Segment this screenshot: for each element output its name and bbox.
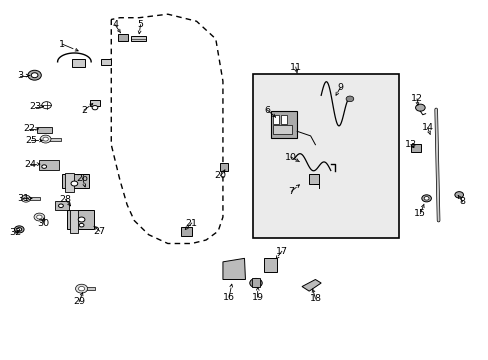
Bar xyxy=(263,258,277,273)
Text: 17: 17 xyxy=(275,247,287,256)
Text: 12: 12 xyxy=(410,94,422,103)
Text: 20: 20 xyxy=(214,171,226,180)
Bar xyxy=(67,210,93,229)
Text: 26: 26 xyxy=(76,174,88,183)
Text: 23: 23 xyxy=(29,102,41,111)
Bar xyxy=(40,159,59,170)
Polygon shape xyxy=(223,258,245,279)
Bar xyxy=(69,210,78,233)
Circle shape xyxy=(28,70,41,80)
Circle shape xyxy=(23,197,28,201)
Bar xyxy=(410,144,420,153)
Bar xyxy=(251,278,260,287)
Text: 32: 32 xyxy=(9,229,21,238)
Bar xyxy=(181,226,191,237)
Circle shape xyxy=(21,195,31,202)
Text: 28: 28 xyxy=(60,195,72,204)
Circle shape xyxy=(59,204,63,207)
Circle shape xyxy=(41,102,51,109)
Circle shape xyxy=(17,228,21,231)
Bar xyxy=(101,59,111,66)
Text: 25: 25 xyxy=(25,136,37,145)
Circle shape xyxy=(37,215,42,219)
Text: 18: 18 xyxy=(309,294,321,303)
Text: 1: 1 xyxy=(59,40,65,49)
Bar xyxy=(117,34,128,41)
Text: 7: 7 xyxy=(288,187,294,196)
Circle shape xyxy=(40,135,51,143)
Circle shape xyxy=(424,197,428,200)
Bar xyxy=(64,173,74,192)
Circle shape xyxy=(43,137,48,141)
Text: 29: 29 xyxy=(73,297,85,306)
Bar xyxy=(308,174,318,184)
Bar xyxy=(280,115,286,123)
Circle shape xyxy=(15,226,24,233)
Circle shape xyxy=(421,195,430,202)
Circle shape xyxy=(41,165,46,168)
Bar xyxy=(253,74,399,238)
Bar xyxy=(273,115,279,123)
Text: 15: 15 xyxy=(413,209,426,218)
Text: 5: 5 xyxy=(137,20,143,29)
Text: 22: 22 xyxy=(23,124,35,133)
Text: 6: 6 xyxy=(264,105,270,114)
Circle shape xyxy=(34,213,45,221)
Circle shape xyxy=(79,224,84,227)
Bar xyxy=(83,287,95,290)
Circle shape xyxy=(454,192,463,198)
Bar xyxy=(38,127,52,134)
Text: 13: 13 xyxy=(404,140,416,149)
Text: 24: 24 xyxy=(24,159,36,168)
Circle shape xyxy=(346,96,353,102)
Circle shape xyxy=(31,73,38,78)
Text: 9: 9 xyxy=(337,83,343,92)
Text: 19: 19 xyxy=(251,293,263,302)
Text: 30: 30 xyxy=(37,219,49,228)
Bar xyxy=(131,36,145,41)
Text: 2: 2 xyxy=(81,105,87,114)
Text: 21: 21 xyxy=(185,219,197,228)
Circle shape xyxy=(415,104,424,111)
Polygon shape xyxy=(302,279,321,291)
Text: 3: 3 xyxy=(17,71,23,80)
Bar xyxy=(89,100,100,106)
Text: 31: 31 xyxy=(17,194,29,203)
Circle shape xyxy=(92,105,98,110)
Bar xyxy=(273,125,292,134)
Bar xyxy=(219,163,228,171)
Text: 14: 14 xyxy=(421,123,433,132)
Circle shape xyxy=(78,217,85,222)
Text: 10: 10 xyxy=(285,153,296,162)
Circle shape xyxy=(79,287,84,291)
Circle shape xyxy=(249,278,262,288)
Text: 27: 27 xyxy=(94,227,105,236)
Bar xyxy=(28,197,40,201)
Bar xyxy=(62,174,89,188)
Text: 8: 8 xyxy=(459,197,465,206)
Text: 11: 11 xyxy=(289,63,301,72)
Text: 16: 16 xyxy=(223,293,235,302)
Bar xyxy=(270,111,297,138)
Bar xyxy=(49,138,61,141)
Bar xyxy=(72,59,85,67)
Text: 4: 4 xyxy=(112,20,118,29)
Circle shape xyxy=(71,181,78,186)
Circle shape xyxy=(75,284,87,293)
Bar xyxy=(55,201,68,210)
